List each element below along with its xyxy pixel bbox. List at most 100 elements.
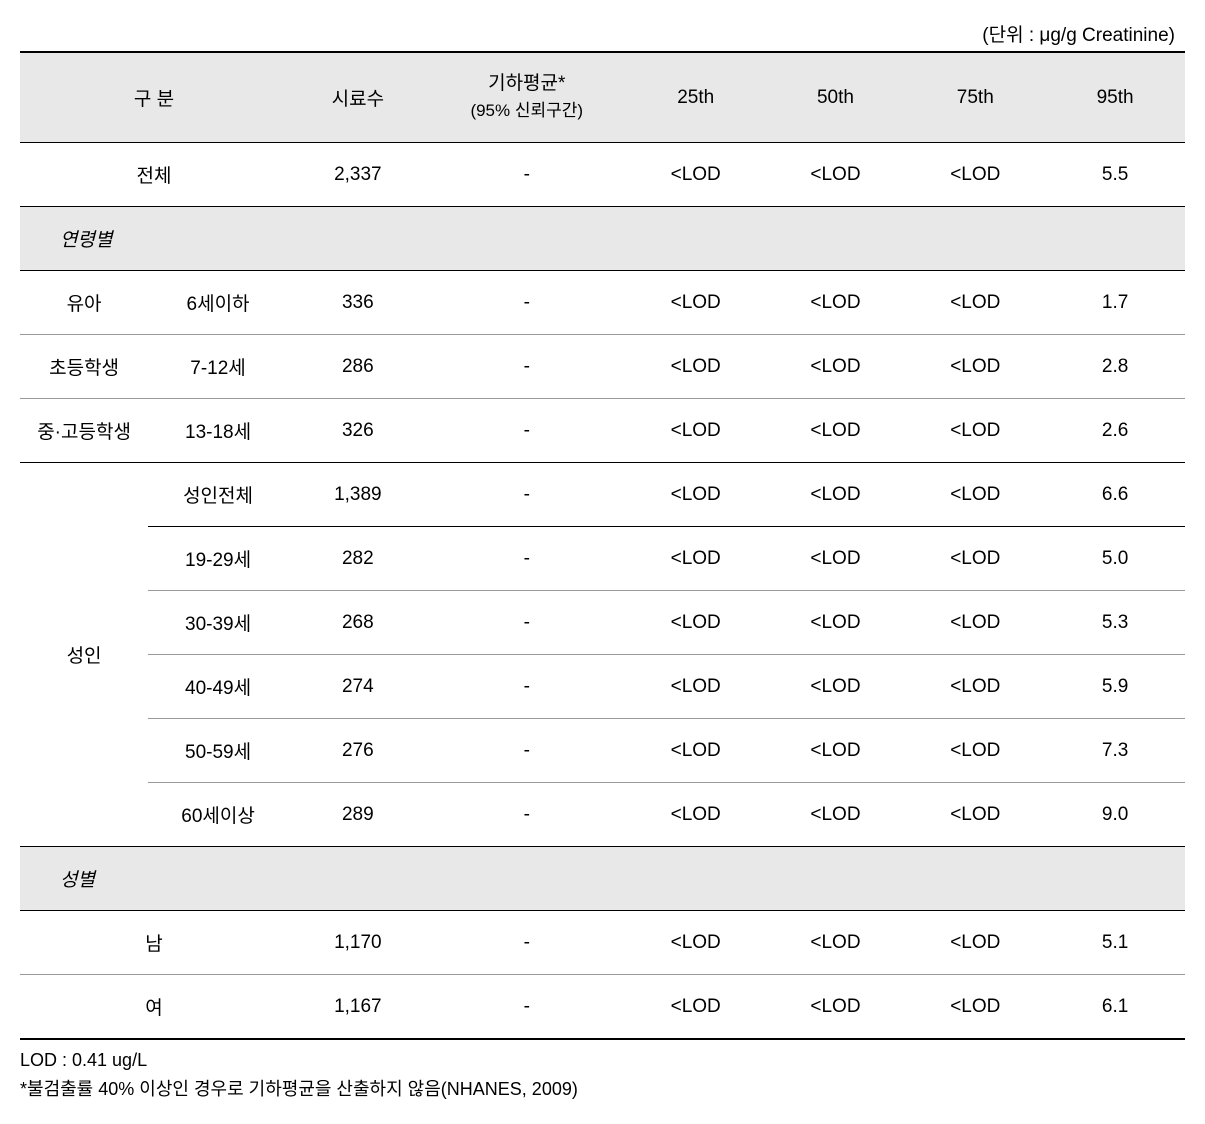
age-samples: 286 [288, 335, 428, 399]
adult-mean: - [428, 527, 626, 591]
table-row: 성인 성인전체 1,389 - <LOD <LOD <LOD 6.6 [20, 463, 1185, 527]
section-gender: 성별 [20, 847, 1185, 911]
gender-p95: 6.1 [1045, 975, 1185, 1040]
age-p50: <LOD [766, 271, 906, 335]
gender-p50: <LOD [766, 975, 906, 1040]
header-mean-line2: (95% 신뢰구간) [470, 101, 583, 120]
table-row: 40-49세 274 - <LOD <LOD <LOD 5.9 [20, 655, 1185, 719]
age-samples: 336 [288, 271, 428, 335]
header-p75: 75th [905, 52, 1045, 143]
adult-p75: <LOD [905, 591, 1045, 655]
header-mean: 기하평균* (95% 신뢰구간) [428, 52, 626, 143]
age-cat1: 중·고등학생 [20, 399, 148, 463]
data-table: 구 분 시료수 기하평균* (95% 신뢰구간) 25th 50th 75th … [20, 51, 1185, 1040]
adult-samples: 282 [288, 527, 428, 591]
adult-p95: 5.3 [1045, 591, 1185, 655]
total-p50: <LOD [766, 143, 906, 207]
adult-mean: - [428, 591, 626, 655]
gender-p95: 5.1 [1045, 911, 1185, 975]
age-mean: - [428, 271, 626, 335]
age-mean: - [428, 335, 626, 399]
table-row: 유아 6세이하 336 - <LOD <LOD <LOD 1.7 [20, 271, 1185, 335]
adult-cat2: 50-59세 [148, 719, 288, 783]
adult-cat2: 19-29세 [148, 527, 288, 591]
age-cat2: 7-12세 [148, 335, 288, 399]
gender-cat: 남 [20, 911, 288, 975]
header-p95: 95th [1045, 52, 1185, 143]
age-p95: 2.8 [1045, 335, 1185, 399]
total-p95: 5.5 [1045, 143, 1185, 207]
adult-cat2: 30-39세 [148, 591, 288, 655]
section-age: 연령별 [20, 207, 1185, 271]
age-p50: <LOD [766, 399, 906, 463]
age-p50: <LOD [766, 335, 906, 399]
gender-p25: <LOD [626, 975, 766, 1040]
header-p50: 50th [766, 52, 906, 143]
age-p25: <LOD [626, 335, 766, 399]
table-row: 여 1,167 - <LOD <LOD <LOD 6.1 [20, 975, 1185, 1040]
adult-label: 성인 [20, 463, 148, 847]
age-p75: <LOD [905, 335, 1045, 399]
age-cat2: 13-18세 [148, 399, 288, 463]
gender-p50: <LOD [766, 911, 906, 975]
adult-p95: 5.0 [1045, 527, 1185, 591]
age-cat2: 6세이하 [148, 271, 288, 335]
adult-p50: <LOD [766, 655, 906, 719]
gender-mean: - [428, 975, 626, 1040]
gender-samples: 1,170 [288, 911, 428, 975]
adult-samples: 274 [288, 655, 428, 719]
adult-p50: <LOD [766, 719, 906, 783]
table-row: 50-59세 276 - <LOD <LOD <LOD 7.3 [20, 719, 1185, 783]
table-row: 19-29세 282 - <LOD <LOD <LOD 5.0 [20, 527, 1185, 591]
age-p75: <LOD [905, 399, 1045, 463]
section-gender-label: 성별 [20, 847, 1185, 911]
header-category: 구 분 [20, 52, 288, 143]
adult-samples: 289 [288, 783, 428, 847]
adult-p25: <LOD [626, 655, 766, 719]
age-p25: <LOD [626, 399, 766, 463]
adult-p50: <LOD [766, 527, 906, 591]
adult-p95: 7.3 [1045, 719, 1185, 783]
adult-p75: <LOD [905, 655, 1045, 719]
footnote-mean: *불검출률 40% 이상인 경우로 기하평균을 산출하지 않음(NHANES, … [20, 1075, 1185, 1104]
adult-p25: <LOD [626, 463, 766, 527]
gender-mean: - [428, 911, 626, 975]
header-p25: 25th [626, 52, 766, 143]
total-label: 전체 [20, 143, 288, 207]
adult-p95: 9.0 [1045, 783, 1185, 847]
footnote-lod: LOD : 0.41 ug/L [20, 1046, 1185, 1075]
age-mean: - [428, 399, 626, 463]
adult-p25: <LOD [626, 783, 766, 847]
adult-mean: - [428, 719, 626, 783]
total-samples: 2,337 [288, 143, 428, 207]
adult-p50: <LOD [766, 463, 906, 527]
adult-mean: - [428, 783, 626, 847]
adult-p75: <LOD [905, 527, 1045, 591]
total-mean: - [428, 143, 626, 207]
total-p75: <LOD [905, 143, 1045, 207]
adult-p75: <LOD [905, 463, 1045, 527]
adult-cat2: 40-49세 [148, 655, 288, 719]
gender-p75: <LOD [905, 911, 1045, 975]
unit-label: (단위 : μg/g Creatinine) [20, 20, 1185, 47]
age-cat1: 초등학생 [20, 335, 148, 399]
adult-samples: 268 [288, 591, 428, 655]
table-row: 30-39세 268 - <LOD <LOD <LOD 5.3 [20, 591, 1185, 655]
header-row: 구 분 시료수 기하평균* (95% 신뢰구간) 25th 50th 75th … [20, 52, 1185, 143]
age-p25: <LOD [626, 271, 766, 335]
age-samples: 326 [288, 399, 428, 463]
adult-mean: - [428, 655, 626, 719]
adult-cat2: 60세이상 [148, 783, 288, 847]
gender-cat: 여 [20, 975, 288, 1040]
footnote: LOD : 0.41 ug/L *불검출률 40% 이상인 경우로 기하평균을 … [20, 1046, 1185, 1104]
adult-p95: 5.9 [1045, 655, 1185, 719]
table-row: 초등학생 7-12세 286 - <LOD <LOD <LOD 2.8 [20, 335, 1185, 399]
adult-p50: <LOD [766, 783, 906, 847]
header-mean-line1: 기하평균* [488, 73, 565, 94]
table-row: 중·고등학생 13-18세 326 - <LOD <LOD <LOD 2.6 [20, 399, 1185, 463]
adult-p75: <LOD [905, 783, 1045, 847]
age-p75: <LOD [905, 271, 1045, 335]
gender-p75: <LOD [905, 975, 1045, 1040]
total-row: 전체 2,337 - <LOD <LOD <LOD 5.5 [20, 143, 1185, 207]
age-p95: 2.6 [1045, 399, 1185, 463]
